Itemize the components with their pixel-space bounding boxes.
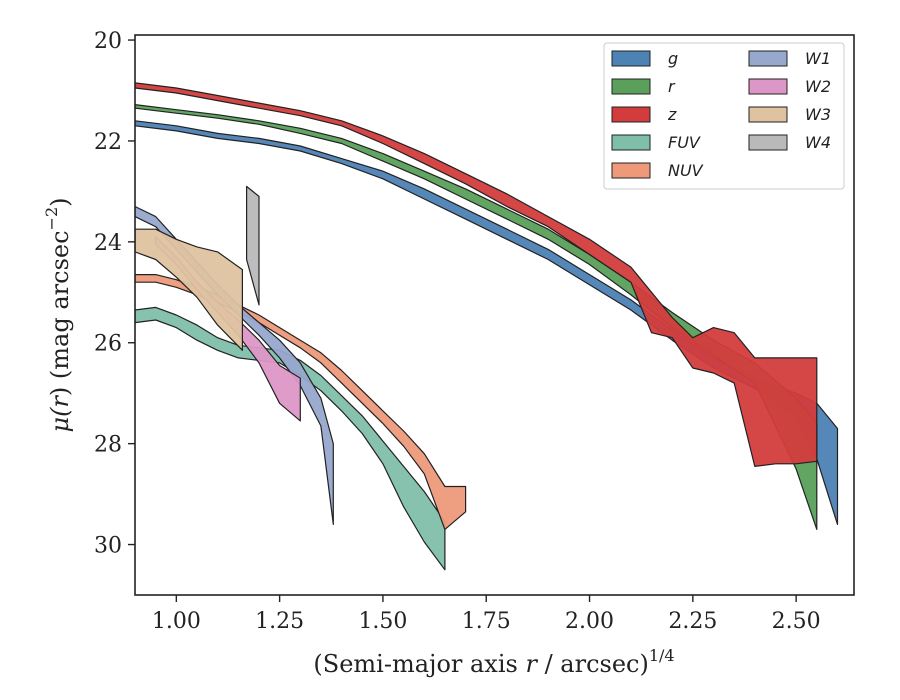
legend-label: z [667,105,677,124]
y-axis-label-tail: ) (mag arcsec [46,230,74,396]
legend: grz FUV NUV W1 W2 W3 W4 [603,42,845,190]
legend-swatch [611,78,651,95]
legend-label: W3 [805,105,831,124]
y-tick-label: 20 [94,29,122,54]
legend-label: g [668,49,678,68]
x-tick-label: 2.50 [772,609,821,634]
legend-swatch [611,134,651,151]
legend-label: r [668,77,676,96]
legend-item-r: r [611,77,676,96]
x-axis-ticks: 1.00 1.25 1.50 1.75 2.00 2.25 2.50 [152,595,821,634]
legend-item-w4: W4 [748,133,831,152]
y-axis-label-exponent: −2 [42,207,61,231]
y-axis-label-var: r [46,395,74,408]
legend-item-w3: W3 [748,105,831,124]
y-tick-label: 24 [94,231,122,256]
legend-label: W1 [805,49,831,68]
profile-bands [135,82,839,571]
band-r [135,103,818,531]
x-tick-label: 2.25 [668,609,717,634]
legend-item-w2: W2 [748,77,831,96]
x-axis-label-var: r [525,650,538,678]
y-tick-label: 26 [94,332,122,357]
y-tick-label: 22 [94,130,122,155]
legend-swatch [611,106,651,123]
x-axis-label-exponent: 1/4 [649,646,675,665]
x-axis-label-main: (Semi-major axis [313,650,525,678]
x-tick-label: 1.75 [462,609,511,634]
y-axis-label-close: ) [46,197,74,206]
y-axis-label: μ(r) (mag arcsec−2) [42,197,74,432]
x-axis-label-tail: / arcsec) [537,650,649,678]
legend-item-g: g [611,49,678,68]
x-axis-label: (Semi-major axis r / arcsec)1/4 [313,646,674,678]
legend-label: NUV [668,161,704,180]
band-w3 [135,228,243,351]
legend-item-fuv: FUV [611,133,701,152]
legend-swatch [748,78,788,95]
legend-swatch [748,106,788,123]
legend-item-w1: W1 [748,49,831,68]
band-g [135,120,839,526]
plot-frame [134,34,855,596]
y-tick-label: 28 [94,433,122,458]
x-tick-label: 2.00 [565,609,614,634]
legend-swatch [748,50,788,67]
y-tick-label: 30 [94,534,122,559]
x-tick-label: 1.25 [255,609,304,634]
legend-item-nuv: NUV [611,161,704,180]
legend-swatch [611,50,651,67]
legend-items: grz FUV NUV W1 W2 W3 W4 [611,49,831,180]
y-axis-label-main: μ( [46,407,74,433]
legend-label: FUV [668,133,701,152]
legend-label: W4 [805,133,831,152]
y-axis-ticks: 20 22 24 26 28 30 [94,29,135,559]
legend-swatch [748,134,788,151]
legend-swatch [611,162,651,179]
legend-label: W2 [805,77,831,96]
x-tick-label: 1.50 [358,609,407,634]
legend-item-z: z [611,105,677,124]
band-z [135,82,818,467]
x-tick-label: 1.00 [152,609,201,634]
band-w4 [246,185,260,306]
